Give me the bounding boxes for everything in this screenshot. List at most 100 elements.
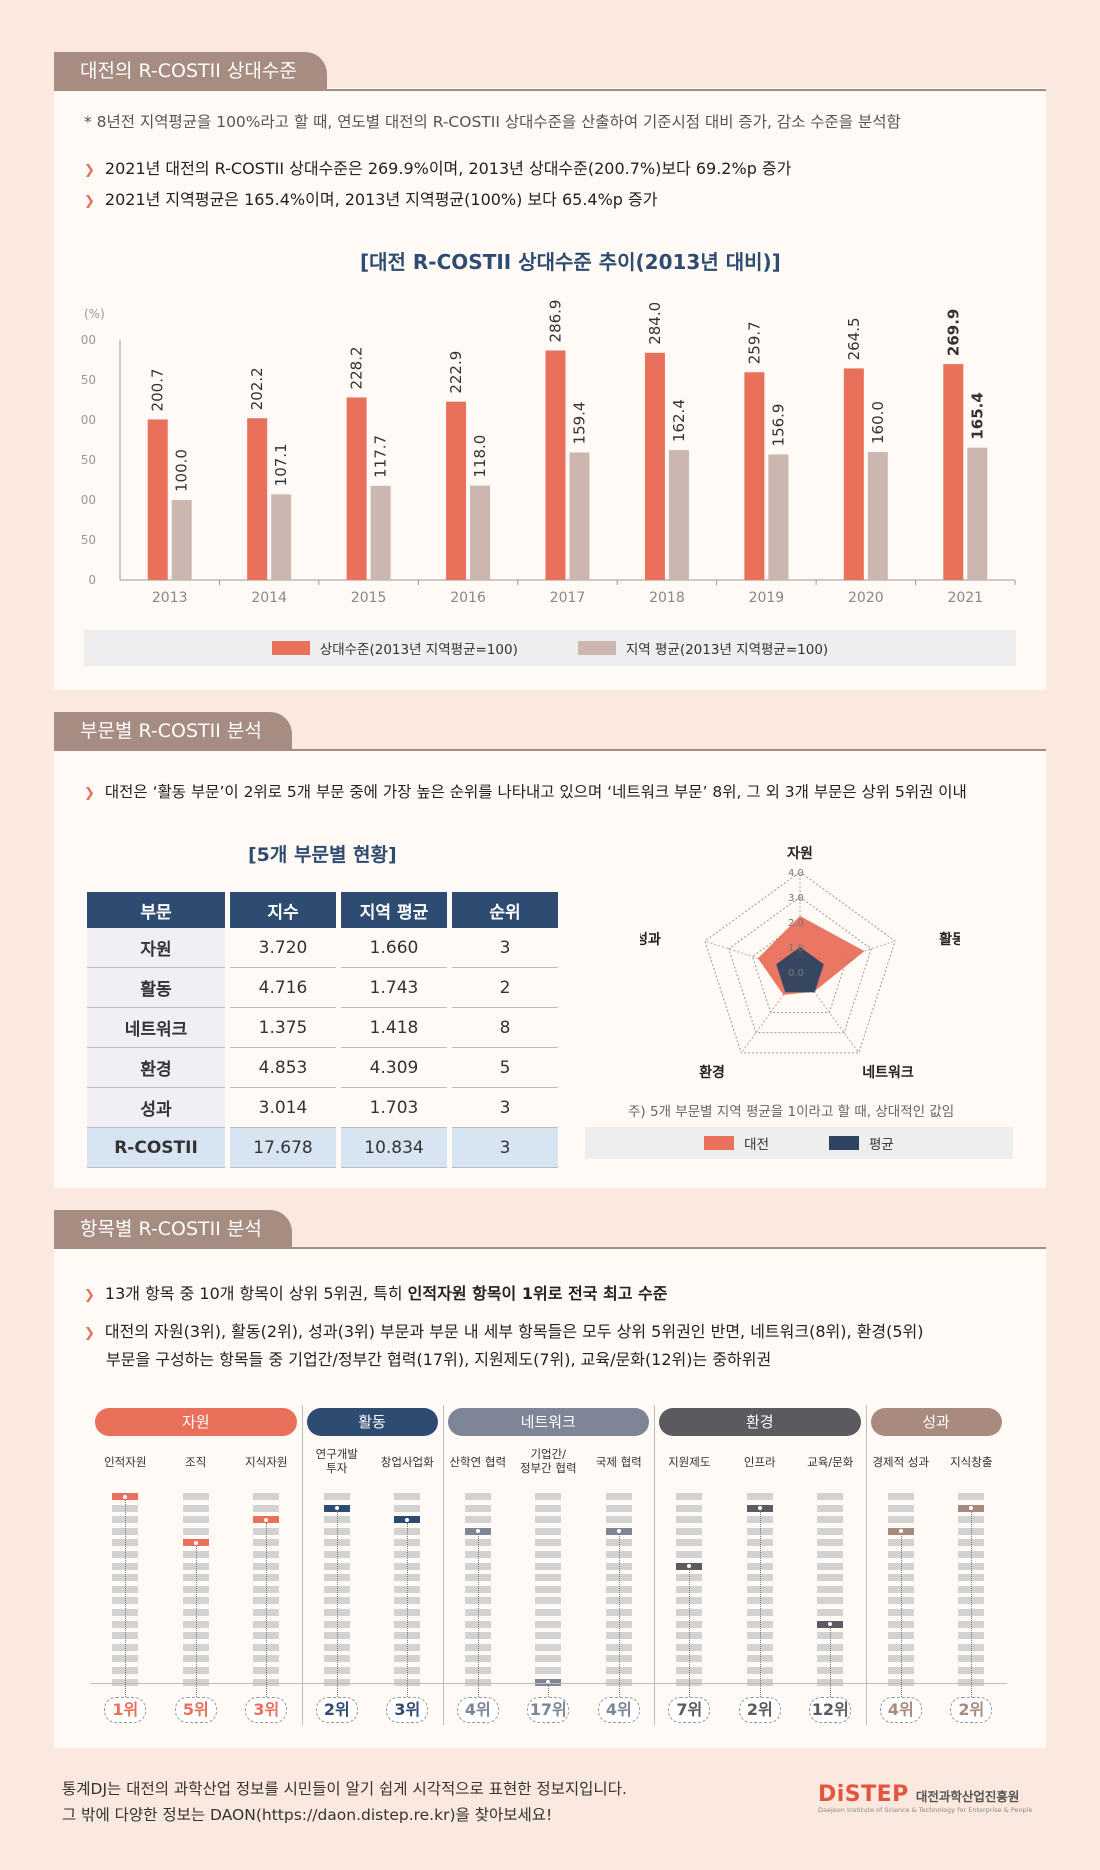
bar-value-label: 100.0 [173, 449, 191, 492]
table-cell: 2 [452, 968, 558, 1008]
rank-scale-segment [676, 1516, 703, 1524]
rank-scale-segment [182, 1504, 209, 1512]
rank-scale-segment [817, 1551, 844, 1558]
section2-divider [54, 749, 1046, 751]
rank-scale-segment [253, 1504, 280, 1512]
bar-value-label: 107.1 [272, 443, 290, 486]
radar-tick-label: 1.0 [788, 943, 804, 954]
rank-marker-line [830, 1627, 832, 1697]
x-tick-label: 2021 [947, 590, 983, 606]
rank-scale-segment [464, 1504, 491, 1512]
bar-value-label: 156.9 [769, 404, 787, 447]
group-pill-5: 성과 [870, 1408, 1002, 1436]
group-divider [865, 1405, 867, 1725]
y-axis-unit: (%) [84, 307, 105, 321]
item-label: 지원제도 [668, 1455, 711, 1469]
rank-scale-segment [535, 1655, 562, 1663]
x-tick-label: 2017 [550, 590, 586, 606]
rank-marker-dot [969, 1506, 974, 1511]
rank-marker-line [125, 1499, 127, 1697]
rank-scale-segment [182, 1527, 209, 1535]
x-tick-label: 2015 [351, 590, 387, 606]
legend-swatch-average [577, 641, 616, 655]
rank-marker-dot [264, 1517, 269, 1522]
rank-marker-line [548, 1685, 550, 1697]
rank-scale-segment [535, 1562, 562, 1570]
distep-logo: DiSTEP 대전과학산업진흥원 Daejeon Institute of Sc… [818, 1782, 1048, 1814]
table-header: 지역 평균 [341, 892, 447, 928]
radar-tick-label: 3.0 [788, 893, 804, 904]
table-header: 부문 [87, 892, 225, 928]
section3-bullet-1: ❯ 13개 항목 중 10개 항목이 상위 5위권, 특히 인적자원 항목이 1위… [84, 1280, 667, 1304]
bar-chart-title: [대전 R-COSTII 상대수준 추이(2013년 대비)] [360, 250, 781, 274]
rank-badge: 7위 [668, 1697, 711, 1723]
rank-scale-segment [676, 1504, 703, 1512]
table-cell: 활동 [87, 968, 225, 1008]
table-row: 네트워크 1.375 1.418 8 [87, 1008, 558, 1048]
rank-marker-dot [123, 1494, 128, 1499]
rank-scale-segment [817, 1504, 844, 1512]
rank-badge: 3위 [245, 1697, 288, 1723]
table-cell: 자원 [87, 928, 225, 968]
bar-value-label: 222.9 [447, 351, 465, 394]
radar-note: 주) 5개 부문별 지역 평균을 1이라고 할 때, 상대적인 값임 [628, 1104, 955, 1120]
rank-baseline [90, 1683, 1007, 1684]
rank-marker-dot [828, 1622, 833, 1627]
logo-mark: DiSTEP [818, 1782, 909, 1807]
item-label: 지식자원 [245, 1455, 288, 1469]
arrow-icon: ❯ [84, 1326, 95, 1341]
rank-scale-segment [535, 1632, 562, 1640]
item-label: 창업사업화 [380, 1455, 434, 1469]
rank-scale-segment [394, 1504, 421, 1512]
item-label: 기업간/ 정부간 협력 [519, 1447, 577, 1475]
rank-scale-segment [887, 1516, 914, 1524]
rank-marker-dot [546, 1680, 551, 1685]
rank-marker-line [759, 1511, 761, 1697]
table-cell: 3.014 [230, 1088, 336, 1128]
y-tick-label: 300 [80, 333, 96, 347]
rank-scale-segment [182, 1516, 209, 1524]
rank-marker-dot [687, 1564, 692, 1569]
bullet-text: 대전의 자원(3위), 활동(2위), 성과(3위) 부문과 부문 내 세부 항… [104, 1322, 924, 1341]
legend-item-daejeon: 대전 [704, 1133, 769, 1153]
table-cell: 1.743 [341, 968, 447, 1008]
table-cell: 3.720 [230, 928, 336, 968]
radar-axis-label: 활동 [939, 931, 960, 948]
rank-scale-segment [535, 1620, 562, 1628]
rank-scale-segment [535, 1516, 562, 1524]
rank-marker-dot [475, 1529, 480, 1534]
item-label: 인프라 [743, 1455, 776, 1469]
section3-divider [54, 1247, 1046, 1249]
section1-tab: 대전의 R-COSTII 상대수준 [54, 52, 327, 90]
table-row: 환경 4.853 4.309 5 [87, 1048, 558, 1088]
group-divider [301, 1405, 303, 1725]
bar-chart-legend: 상대수준(2013년 지역평균=100) 지역 평균(2013년 지역평균=10… [84, 630, 1016, 666]
rank-badge: 12위 [809, 1697, 852, 1723]
group-pill-3: 네트워크 [447, 1408, 649, 1436]
bar-value-label: 259.7 [745, 321, 763, 364]
bar-daejeon [843, 368, 864, 580]
rank-marker-line [900, 1534, 902, 1697]
rank-scale-segment [817, 1562, 844, 1570]
table-header-row: 부문 지수 지역 평균 순위 [87, 892, 558, 928]
rank-scale-segment [535, 1539, 562, 1547]
table-row: 성과 3.014 1.703 3 [87, 1088, 558, 1128]
arrow-icon: ❯ [84, 163, 95, 178]
radar-tick-label: 4.0 [788, 868, 804, 879]
bar-daejeon [147, 419, 168, 580]
legend-label: 상대수준(2013년 지역평균=100) [319, 642, 518, 658]
section1-bullet-1: ❯ 2021년 대전의 R-COSTII 상대수준은 269.9%이며, 2013… [84, 155, 791, 179]
rank-scale-segment [605, 1493, 632, 1500]
table-cell: 5 [452, 1048, 558, 1088]
legend-label: 평균 [869, 1137, 894, 1153]
rank-badge: 1위 [104, 1697, 147, 1723]
rank-scale-segment [323, 1493, 350, 1500]
section3-bullet-2: ❯ 대전의 자원(3위), 활동(2위), 성과(3위) 부문과 부문 내 세부 … [84, 1318, 923, 1342]
bar-value-label: 264.5 [845, 317, 863, 360]
section3-tab: 항목별 R-COSTII 분석 [54, 1210, 292, 1248]
rank-scale-segment [535, 1609, 562, 1616]
group-pill-1: 자원 [95, 1408, 297, 1436]
item-label: 산학연 협력 [449, 1455, 507, 1469]
bullet-text: 2021년 지역평균은 165.4%이며, 2013년 지역평균(100%) 보… [104, 190, 658, 209]
section2-tab: 부문별 R-COSTII 분석 [54, 712, 292, 750]
